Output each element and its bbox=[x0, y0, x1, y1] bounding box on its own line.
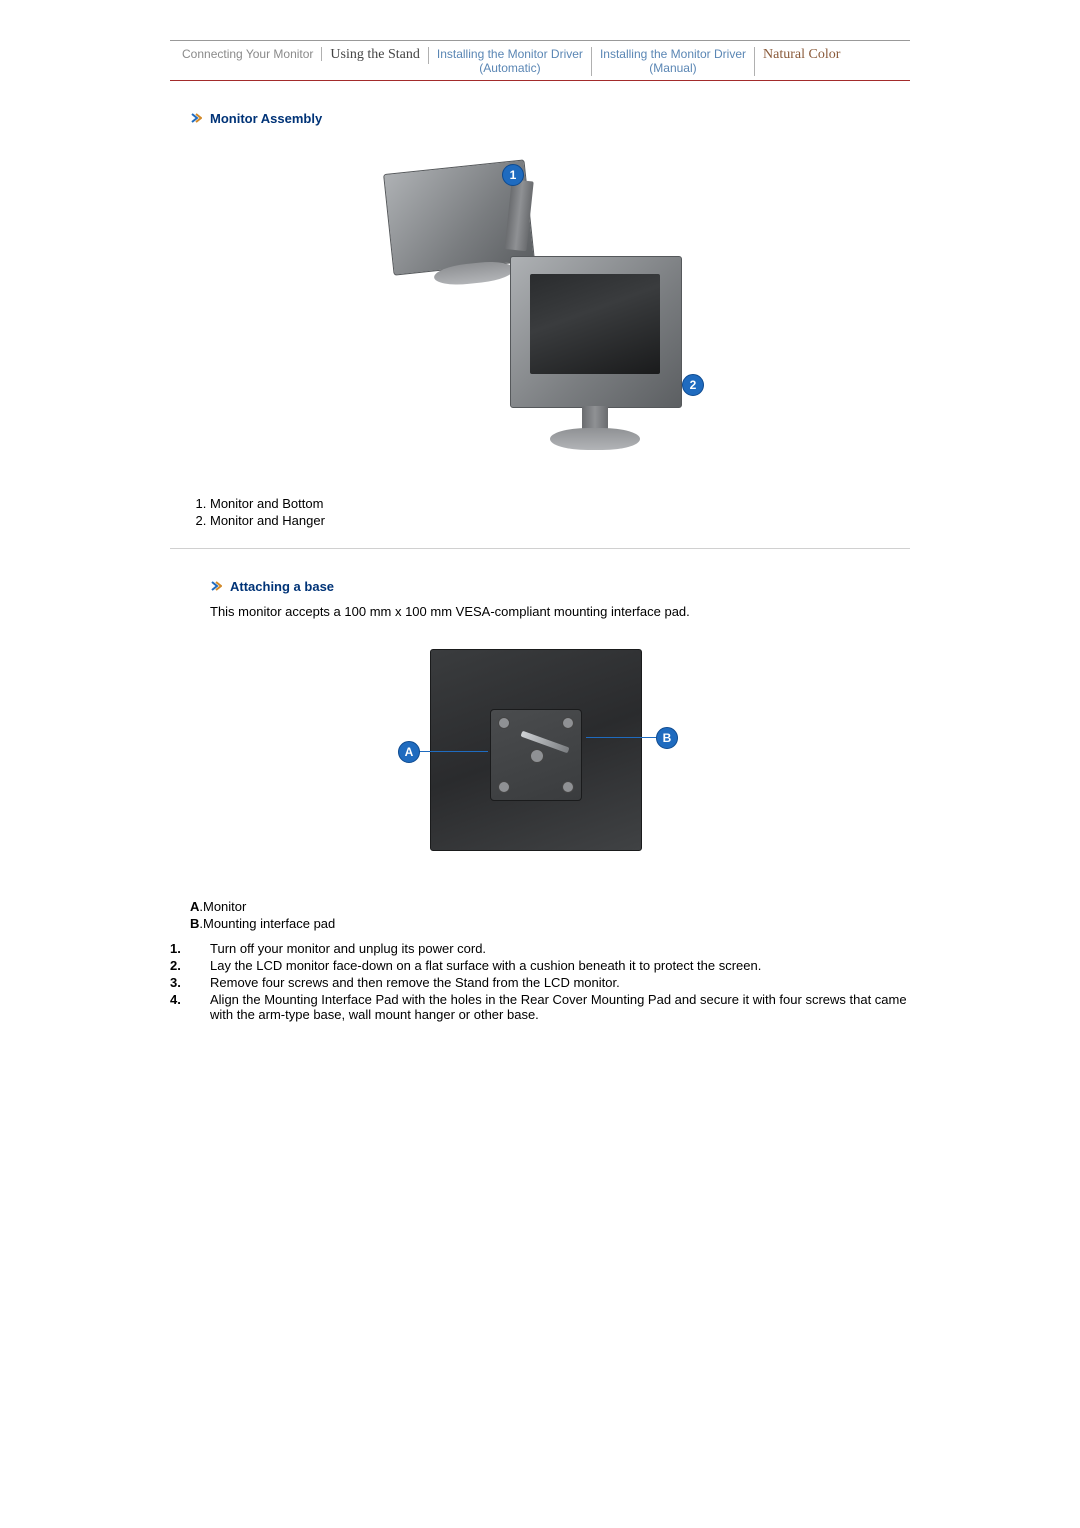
legend-row: A.Monitor bbox=[190, 899, 910, 914]
legend-value: .Monitor bbox=[199, 899, 246, 914]
tab-natural-color[interactable]: Natural Color bbox=[755, 47, 848, 64]
page-content: Connecting Your Monitor Using the Stand … bbox=[170, 0, 910, 1104]
callout-2: 2 bbox=[682, 374, 704, 396]
steps-list: 1. Turn off your monitor and unplug its … bbox=[170, 941, 910, 1022]
tab-label: Installing the Monitor Driver bbox=[437, 47, 583, 61]
section-heading-assembly: Monitor Assembly bbox=[190, 111, 910, 126]
screw-icon bbox=[562, 717, 574, 729]
chevron-icon bbox=[210, 580, 222, 592]
step-text: Remove four screws and then remove the S… bbox=[210, 975, 910, 990]
leader-line bbox=[418, 751, 488, 752]
tab-connecting[interactable]: Connecting Your Monitor bbox=[174, 47, 322, 61]
tab-label: Natural Color bbox=[763, 47, 840, 64]
list-item: Monitor and Bottom bbox=[210, 496, 910, 511]
callout-label: B bbox=[663, 731, 672, 745]
figure-monitor-assembly: 1 2 bbox=[170, 166, 910, 466]
assembly-legend: Monitor and Bottom Monitor and Hanger bbox=[210, 496, 910, 528]
section-title: Attaching a base bbox=[230, 579, 334, 594]
top-tabstrip: Connecting Your Monitor Using the Stand … bbox=[170, 40, 910, 81]
callout-label: 2 bbox=[690, 378, 697, 392]
figure-vesa: A B bbox=[170, 649, 910, 869]
step-text: Turn off your monitor and unplug its pow… bbox=[210, 941, 910, 956]
monitor-2 bbox=[510, 256, 690, 456]
step-number: 4. bbox=[170, 992, 210, 1007]
tab-install-manual[interactable]: Installing the Monitor Driver (Manual) bbox=[592, 47, 755, 76]
tab-sublabel: (Manual) bbox=[600, 61, 746, 75]
tab-install-auto[interactable]: Installing the Monitor Driver (Automatic… bbox=[429, 47, 592, 76]
legend-row: B.Mounting interface pad bbox=[190, 916, 910, 931]
ab-legend: A.Monitor B.Mounting interface pad bbox=[190, 899, 910, 931]
screw-icon bbox=[498, 717, 510, 729]
step-number: 1. bbox=[170, 941, 210, 956]
step-row: 4. Align the Mounting Interface Pad with… bbox=[170, 992, 910, 1022]
step-number: 2. bbox=[170, 958, 210, 973]
tab-sublabel: (Automatic) bbox=[437, 61, 583, 75]
section-title: Monitor Assembly bbox=[210, 111, 322, 126]
list-item: Monitor and Hanger bbox=[210, 513, 910, 528]
legend-value: .Mounting interface pad bbox=[199, 916, 335, 931]
center-hole-icon bbox=[530, 749, 544, 763]
callout-1: 1 bbox=[502, 164, 524, 186]
section-heading-base: Attaching a base bbox=[210, 579, 910, 594]
callout-a: A bbox=[398, 741, 420, 763]
step-row: 3. Remove four screws and then remove th… bbox=[170, 975, 910, 990]
callout-label: 1 bbox=[510, 168, 517, 182]
divider bbox=[170, 548, 910, 549]
callout-label: A bbox=[405, 745, 414, 759]
step-text: Lay the LCD monitor face-down on a flat … bbox=[210, 958, 910, 973]
vesa-illustration: A B bbox=[390, 649, 690, 869]
step-row: 2. Lay the LCD monitor face-down on a fl… bbox=[170, 958, 910, 973]
monitor-illustration: 1 2 bbox=[380, 166, 700, 466]
intro-text: This monitor accepts a 100 mm x 100 mm V… bbox=[210, 604, 910, 619]
screw-icon bbox=[562, 781, 574, 793]
legend-key: B bbox=[190, 916, 199, 931]
tab-label: Connecting Your Monitor bbox=[182, 47, 313, 61]
tab-label: Using the Stand bbox=[330, 47, 419, 64]
screw-icon bbox=[498, 781, 510, 793]
chevron-icon bbox=[190, 112, 202, 124]
step-number: 3. bbox=[170, 975, 210, 990]
step-text: Align the Mounting Interface Pad with th… bbox=[210, 992, 910, 1022]
tab-label: Installing the Monitor Driver bbox=[600, 47, 746, 61]
tab-using-stand[interactable]: Using the Stand bbox=[322, 47, 428, 64]
callout-b: B bbox=[656, 727, 678, 749]
step-row: 1. Turn off your monitor and unplug its … bbox=[170, 941, 910, 956]
leader-line bbox=[586, 737, 656, 738]
legend-key: A bbox=[190, 899, 199, 914]
